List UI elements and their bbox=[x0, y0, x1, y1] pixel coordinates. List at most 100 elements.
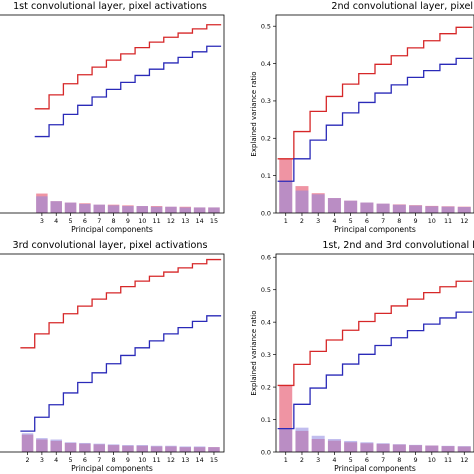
panel-2-xtick-label-0: 2 bbox=[26, 456, 30, 464]
panel-3-xlabel: Principal components bbox=[334, 464, 416, 473]
panel-2-bar-series2-1 bbox=[36, 438, 48, 452]
panel-3-xtick-label-11: 12 bbox=[460, 456, 468, 464]
panel-0-bar-series2-8 bbox=[150, 206, 163, 213]
panel-0-xtick-label-2: 5 bbox=[69, 217, 73, 225]
panel-3-ytick-label-4: 0.4 bbox=[261, 318, 271, 326]
panel-0-bar-series2-4 bbox=[93, 204, 105, 213]
panel-3-ytick-label-1: 0.1 bbox=[261, 416, 271, 424]
panel-2-bar-series2-4 bbox=[79, 442, 91, 452]
panel-1-xtick-label-4: 5 bbox=[349, 217, 353, 225]
panel-1-xtick-label-0: 1 bbox=[284, 217, 288, 225]
panel-3-bar-series2-6 bbox=[376, 443, 390, 452]
panel-3-xtick-label-5: 6 bbox=[365, 456, 369, 464]
panel-1-ytick-label-5: 0.5 bbox=[261, 23, 271, 31]
panel-2-axes-frame bbox=[0, 253, 225, 453]
panel-3-bar-series2-5 bbox=[360, 442, 374, 452]
panel-1-ytick-label-2: 0.2 bbox=[261, 135, 271, 143]
panel-3-xtick-label-9: 10 bbox=[428, 456, 436, 464]
panel-0-bar-series2-9 bbox=[165, 206, 177, 213]
panel-0-xlabel: Principal components bbox=[71, 225, 153, 234]
panel-3-bar-series2-0 bbox=[279, 428, 293, 452]
panel-bottom-left: 2 3 4 5 6 7 8 9 10 11 12 13 14 15 Principal components… bbox=[0, 240, 225, 473]
panel-0-bar-series2-6 bbox=[122, 206, 134, 213]
panel-1-bar-series2-2 bbox=[311, 194, 325, 213]
panel-2-bar-series2-7 bbox=[122, 445, 134, 452]
panel-0-xtick-label-0: 3 bbox=[40, 217, 44, 225]
panel-0-axes-frame bbox=[0, 14, 225, 214]
panel-1-xtick-label-5: 6 bbox=[365, 217, 369, 225]
panel-1-xtick-label-6: 7 bbox=[381, 217, 385, 225]
panel-1-bar-series2-4 bbox=[344, 200, 358, 213]
panel-2-xtick-label-3: 5 bbox=[69, 456, 73, 464]
panel-0-cumulative-line-1 bbox=[34, 24, 222, 110]
panel-3-bar-series2-8 bbox=[409, 444, 423, 452]
panel-3-xtick-label-0: 1 bbox=[284, 456, 288, 464]
panel-3-ytick-label-6: 0.6 bbox=[261, 254, 271, 262]
panel-1-bar-series2-9 bbox=[425, 206, 439, 213]
panel-3-xtick-label-1: 2 bbox=[300, 456, 304, 464]
panel-3-ytick-label-0: 0.0 bbox=[261, 448, 271, 456]
panel-1-bar-series2-0 bbox=[279, 181, 293, 213]
panel-3-xtick-label-8: 9 bbox=[414, 456, 418, 464]
panel-1-bar-series2-3 bbox=[327, 198, 341, 213]
panel-1-axes-frame bbox=[275, 14, 474, 214]
panel-0-xtick-label-11: 14 bbox=[196, 217, 204, 225]
panel-2-bar-series2-12 bbox=[193, 446, 206, 452]
panel-2-xtick-label-11: 13 bbox=[181, 456, 189, 464]
panel-1-bar-series2-5 bbox=[360, 202, 374, 213]
panel-2-xtick-label-12: 14 bbox=[196, 456, 204, 464]
panel-3-xtick-label-7: 8 bbox=[397, 456, 401, 464]
panel-1-bar-series2-11 bbox=[457, 207, 471, 213]
panel-1-cumulative-line-2 bbox=[277, 57, 473, 182]
panel-1-bar-series2-7 bbox=[392, 204, 406, 213]
panel-3-bar-series2-9 bbox=[425, 445, 439, 452]
panel-2-bar-series2-6 bbox=[107, 444, 120, 452]
panel-3-bar-series2-1 bbox=[295, 427, 309, 452]
panel-2-bar-series2-5 bbox=[93, 443, 105, 452]
panel-1-xtick-label-11: 12 bbox=[460, 217, 468, 225]
panel-3-ytick-label-3: 0.3 bbox=[261, 351, 271, 359]
panel-3-bar-series2-10 bbox=[441, 445, 455, 452]
panel-3-xtick-label-10: 11 bbox=[444, 456, 452, 464]
panel-bottom-right: 1 2 3 4 5 6 7 8 9 10 11 120.00.10.20.30.40.50.6Prin… bbox=[250, 240, 474, 473]
panel-0-xtick-label-9: 12 bbox=[167, 217, 175, 225]
panel-1-xtick-label-8: 9 bbox=[414, 217, 418, 225]
panel-3-axes-frame bbox=[275, 253, 474, 453]
panel-1-xtick-label-1: 2 bbox=[300, 217, 304, 225]
panel-0-title: 1st convolutional layer, pixel activatio… bbox=[13, 1, 207, 12]
panel-top-right: 1 2 3 4 5 6 7 8 9 10 11 120.00.10.20.30.40.5Princip… bbox=[250, 1, 474, 234]
panel-2-bar-series2-8 bbox=[136, 445, 148, 452]
panel-2-cumulative-line-1 bbox=[20, 258, 222, 349]
panel-3-xtick-label-4: 5 bbox=[349, 456, 353, 464]
panel-1-xtick-label-7: 8 bbox=[397, 217, 401, 225]
panel-2-xtick-label-6: 8 bbox=[112, 456, 116, 464]
panel-2-title: 3rd convolutional layer, pixel activatio… bbox=[13, 240, 208, 251]
panel-2-xtick-label-1: 3 bbox=[40, 456, 44, 464]
panel-1-xtick-label-3: 4 bbox=[332, 217, 336, 225]
panel-2-xtick-label-10: 12 bbox=[167, 456, 175, 464]
panel-0-bar-series2-1 bbox=[50, 201, 62, 213]
panel-2-bar-series2-3 bbox=[64, 442, 77, 452]
panel-3-ytick-label-2: 0.2 bbox=[261, 383, 271, 391]
panel-3-bar-series2-3 bbox=[327, 439, 341, 452]
panel-1-xtick-label-10: 11 bbox=[444, 217, 452, 225]
panel-3-bar-series2-7 bbox=[392, 444, 406, 452]
panel-1-ylabel: Explained variance ratio bbox=[250, 71, 258, 156]
panel-0-cumulative-line-2 bbox=[34, 45, 222, 138]
panel-2-xtick-label-13: 15 bbox=[210, 456, 218, 464]
panel-0-bar-series2-11 bbox=[193, 207, 206, 213]
panel-0-bar-series2-12 bbox=[208, 207, 220, 213]
panel-0-bar-series2-10 bbox=[179, 207, 192, 213]
panel-2-xtick-label-4: 6 bbox=[83, 456, 87, 464]
panel-2-bar-series2-2 bbox=[50, 439, 62, 452]
panel-0-xtick-label-3: 6 bbox=[83, 217, 87, 225]
panel-0-bar-series2-7 bbox=[136, 206, 148, 213]
panel-0-xtick-label-8: 11 bbox=[153, 217, 161, 225]
panel-2-xtick-label-5: 7 bbox=[97, 456, 101, 464]
panel-1-bar-series2-8 bbox=[409, 205, 423, 213]
panel-top-left: 3 4 5 6 7 8 9 10 11 12 13 14 15 Principal components 1… bbox=[0, 1, 225, 234]
panel-1-bar-series2-6 bbox=[376, 203, 390, 213]
panel-0-bar-series2-0 bbox=[36, 196, 48, 213]
panel-0-xtick-label-10: 13 bbox=[181, 217, 189, 225]
